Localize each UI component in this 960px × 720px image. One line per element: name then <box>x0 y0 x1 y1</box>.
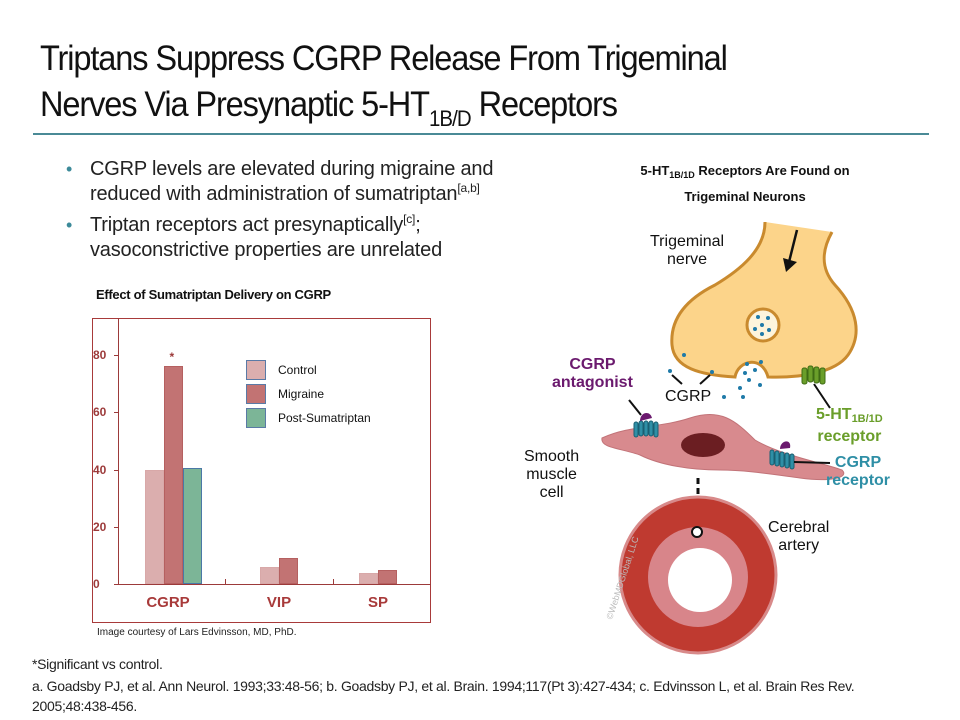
bar-cgrp-control <box>144 469 164 584</box>
x-category-label: CGRP <box>146 594 190 611</box>
legend-item-migraine: Migraine <box>246 384 324 404</box>
significance-marker: * <box>169 350 175 365</box>
title-line-2: Nerves Via Presynaptic 5-HT1B/D Receptor… <box>40 85 618 131</box>
y-tick <box>114 526 119 528</box>
nucleus <box>681 433 725 457</box>
citation: [c] <box>403 212 416 226</box>
5ht-receptor-icon <box>801 365 826 385</box>
bullet-item: • CGRP levels are elevated during migrai… <box>66 158 494 205</box>
y-tick-label: 80 <box>93 348 107 362</box>
legend-item-control: Control <box>246 360 317 380</box>
label-5ht-receptor: 5-HT1B/1D receptor <box>816 406 883 445</box>
image-credit: Image courtesy of Lars Edvinsson, MD, Ph… <box>97 627 297 638</box>
bar-sp-control <box>359 572 378 584</box>
antagonist-icon <box>640 412 652 421</box>
x-tick <box>333 579 334 584</box>
label-cerebral-artery: Cerebral artery <box>768 519 830 554</box>
label-trigeminal-nerve: Trigeminal nerve <box>650 233 725 268</box>
y-tick <box>114 584 119 585</box>
label-cgrp: CGRP <box>665 388 712 405</box>
label-smooth-muscle-cell: Smooth muscle cell <box>524 448 580 501</box>
bar-vip-control <box>260 566 279 584</box>
references: a. Goadsby PJ, et al. Ann Neurol. 1993;3… <box>32 678 855 714</box>
bar-vip-migraine <box>279 558 298 584</box>
x-axis <box>118 584 431 585</box>
bar-cgrp-post-sumatriptan <box>182 468 202 584</box>
bar-cgrp-migraine <box>163 366 183 584</box>
y-tick <box>114 412 119 414</box>
antagonist-icon <box>780 441 791 449</box>
bullet-item: • Triptan receptors act presynaptically[… <box>66 212 442 261</box>
legend-item-post-sumatriptan: Post-Sumatriptan <box>246 408 371 428</box>
mechanism-diagram: ©WebMDGlobal, LLC <box>601 221 858 655</box>
legend-swatch <box>246 360 266 380</box>
x-category-label: VIP <box>266 594 292 611</box>
bar-sp-migraine <box>378 569 397 584</box>
legend-swatch <box>246 384 266 404</box>
title-divider <box>33 133 929 135</box>
label-cgrp-antagonist: CGRP antagonist <box>552 356 633 391</box>
bullet-list: • CGRP levels are elevated during migrai… <box>62 157 562 269</box>
y-tick <box>114 469 119 471</box>
bullet-icon: • <box>66 215 73 235</box>
y-axis <box>118 318 119 585</box>
slide-title: Triptans Suppress CGRP Release From Trig… <box>40 36 877 142</box>
x-tick <box>225 579 226 584</box>
y-tick <box>114 355 119 356</box>
y-tick-label: 0 <box>93 577 100 591</box>
y-tick-label: 60 <box>93 405 107 420</box>
citation: [a,b] <box>457 181 480 195</box>
x-category-label: SP <box>367 594 388 611</box>
chart-title: Effect of Sumatriptan Delivery on CGRP <box>96 287 331 302</box>
diagram-title: 5-HT1B/1D Receptors Are Found on Trigemi… <box>640 163 850 204</box>
cgrp-receptor-icon <box>633 420 659 438</box>
footnote: *Significant vs control. <box>32 656 163 672</box>
y-tick-label: 20 <box>93 519 107 534</box>
arrow-down-icon <box>783 258 797 272</box>
y-tick-label: 40 <box>93 462 107 477</box>
bullet-icon: • <box>66 159 73 179</box>
cgrp-receptor-icon <box>769 449 795 470</box>
title-line-1: Triptans Suppress CGRP Release From Trig… <box>40 39 728 78</box>
label-cgrp-receptor: CGRP receptor <box>826 454 891 489</box>
legend-swatch <box>246 408 266 428</box>
